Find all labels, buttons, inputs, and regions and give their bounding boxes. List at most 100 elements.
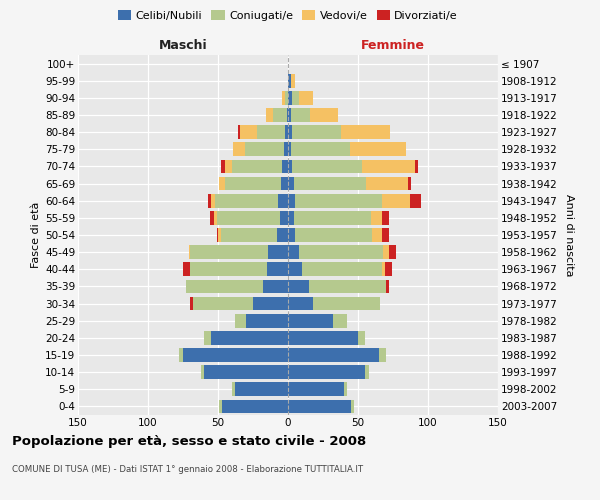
Bar (309, 280, 386, 293)
Bar (241, 126, 257, 139)
Bar (313, 296, 380, 310)
Bar (188, 246, 190, 259)
Bar (288, 74, 291, 88)
Bar (379, 348, 386, 362)
Bar (415, 160, 418, 173)
Bar (386, 280, 389, 293)
Bar (267, 262, 288, 276)
Bar (285, 126, 288, 139)
Bar (208, 194, 211, 207)
Bar (209, 211, 214, 224)
Bar (235, 382, 288, 396)
Bar (288, 194, 295, 207)
Text: Popolazione per età, sesso e stato civile - 2008: Popolazione per età, sesso e stato civil… (12, 435, 366, 448)
Bar (291, 108, 310, 122)
Bar (233, 142, 245, 156)
Bar (257, 126, 285, 139)
Text: Maschi: Maschi (158, 40, 208, 52)
Bar (288, 400, 351, 413)
Bar (281, 176, 288, 190)
Bar (238, 126, 241, 139)
Bar (382, 228, 389, 242)
Bar (288, 296, 313, 310)
Bar (246, 314, 288, 328)
Bar (272, 108, 287, 122)
Bar (409, 176, 411, 190)
Bar (291, 74, 295, 88)
Bar (220, 176, 225, 190)
Bar (288, 382, 344, 396)
Bar (277, 228, 288, 242)
Bar (288, 366, 365, 379)
Y-axis label: Fasce di età: Fasce di età (31, 202, 41, 268)
Bar (291, 142, 350, 156)
Bar (288, 176, 293, 190)
Bar (362, 160, 415, 173)
Bar (382, 211, 389, 224)
Bar (293, 211, 371, 224)
Bar (268, 246, 288, 259)
Bar (365, 366, 369, 379)
Bar (221, 160, 225, 173)
Bar (204, 366, 288, 379)
Bar (371, 211, 382, 224)
Bar (288, 126, 292, 139)
Bar (215, 194, 278, 207)
Bar (179, 348, 183, 362)
Bar (217, 211, 280, 224)
Bar (263, 280, 288, 293)
Bar (287, 108, 288, 122)
Bar (344, 382, 347, 396)
Bar (410, 194, 421, 207)
Bar (211, 331, 288, 344)
Bar (284, 142, 288, 156)
Bar (217, 228, 218, 242)
Text: COMUNE DI TUSA (ME) - Dati ISTAT 1° gennaio 2008 - Elaborazione TUTTITALIA.IT: COMUNE DI TUSA (ME) - Dati ISTAT 1° genn… (12, 465, 363, 474)
Bar (299, 91, 313, 104)
Bar (310, 108, 338, 122)
Bar (295, 194, 382, 207)
Bar (288, 331, 358, 344)
Bar (292, 91, 299, 104)
Bar (183, 262, 190, 276)
Text: Femmine: Femmine (361, 40, 425, 52)
Bar (299, 246, 383, 259)
Bar (288, 246, 299, 259)
Bar (295, 228, 372, 242)
Bar (288, 91, 292, 104)
Bar (288, 108, 291, 122)
Bar (288, 262, 302, 276)
Bar (253, 296, 288, 310)
Bar (190, 246, 268, 259)
Bar (358, 331, 365, 344)
Bar (333, 314, 347, 328)
Bar (293, 176, 367, 190)
Bar (245, 142, 284, 156)
Bar (302, 262, 382, 276)
Bar (367, 176, 409, 190)
Bar (283, 91, 285, 104)
Bar (288, 348, 379, 362)
Bar (218, 228, 221, 242)
Bar (221, 228, 277, 242)
Bar (232, 382, 235, 396)
Bar (190, 296, 193, 310)
Bar (341, 126, 390, 139)
Bar (190, 262, 267, 276)
Bar (283, 160, 288, 173)
Bar (186, 280, 263, 293)
Bar (183, 348, 288, 362)
Bar (211, 194, 215, 207)
Bar (382, 194, 410, 207)
Bar (372, 228, 382, 242)
Bar (288, 160, 292, 173)
Bar (382, 262, 385, 276)
Bar (288, 211, 293, 224)
Bar (292, 160, 362, 173)
Bar (288, 314, 333, 328)
Bar (235, 314, 246, 328)
Bar (383, 246, 389, 259)
Y-axis label: Anni di nascita: Anni di nascita (564, 194, 574, 276)
Legend: Celibi/Nubili, Coniugati/e, Vedovi/e, Divorziati/e: Celibi/Nubili, Coniugati/e, Vedovi/e, Di… (113, 6, 463, 25)
Bar (222, 400, 288, 413)
